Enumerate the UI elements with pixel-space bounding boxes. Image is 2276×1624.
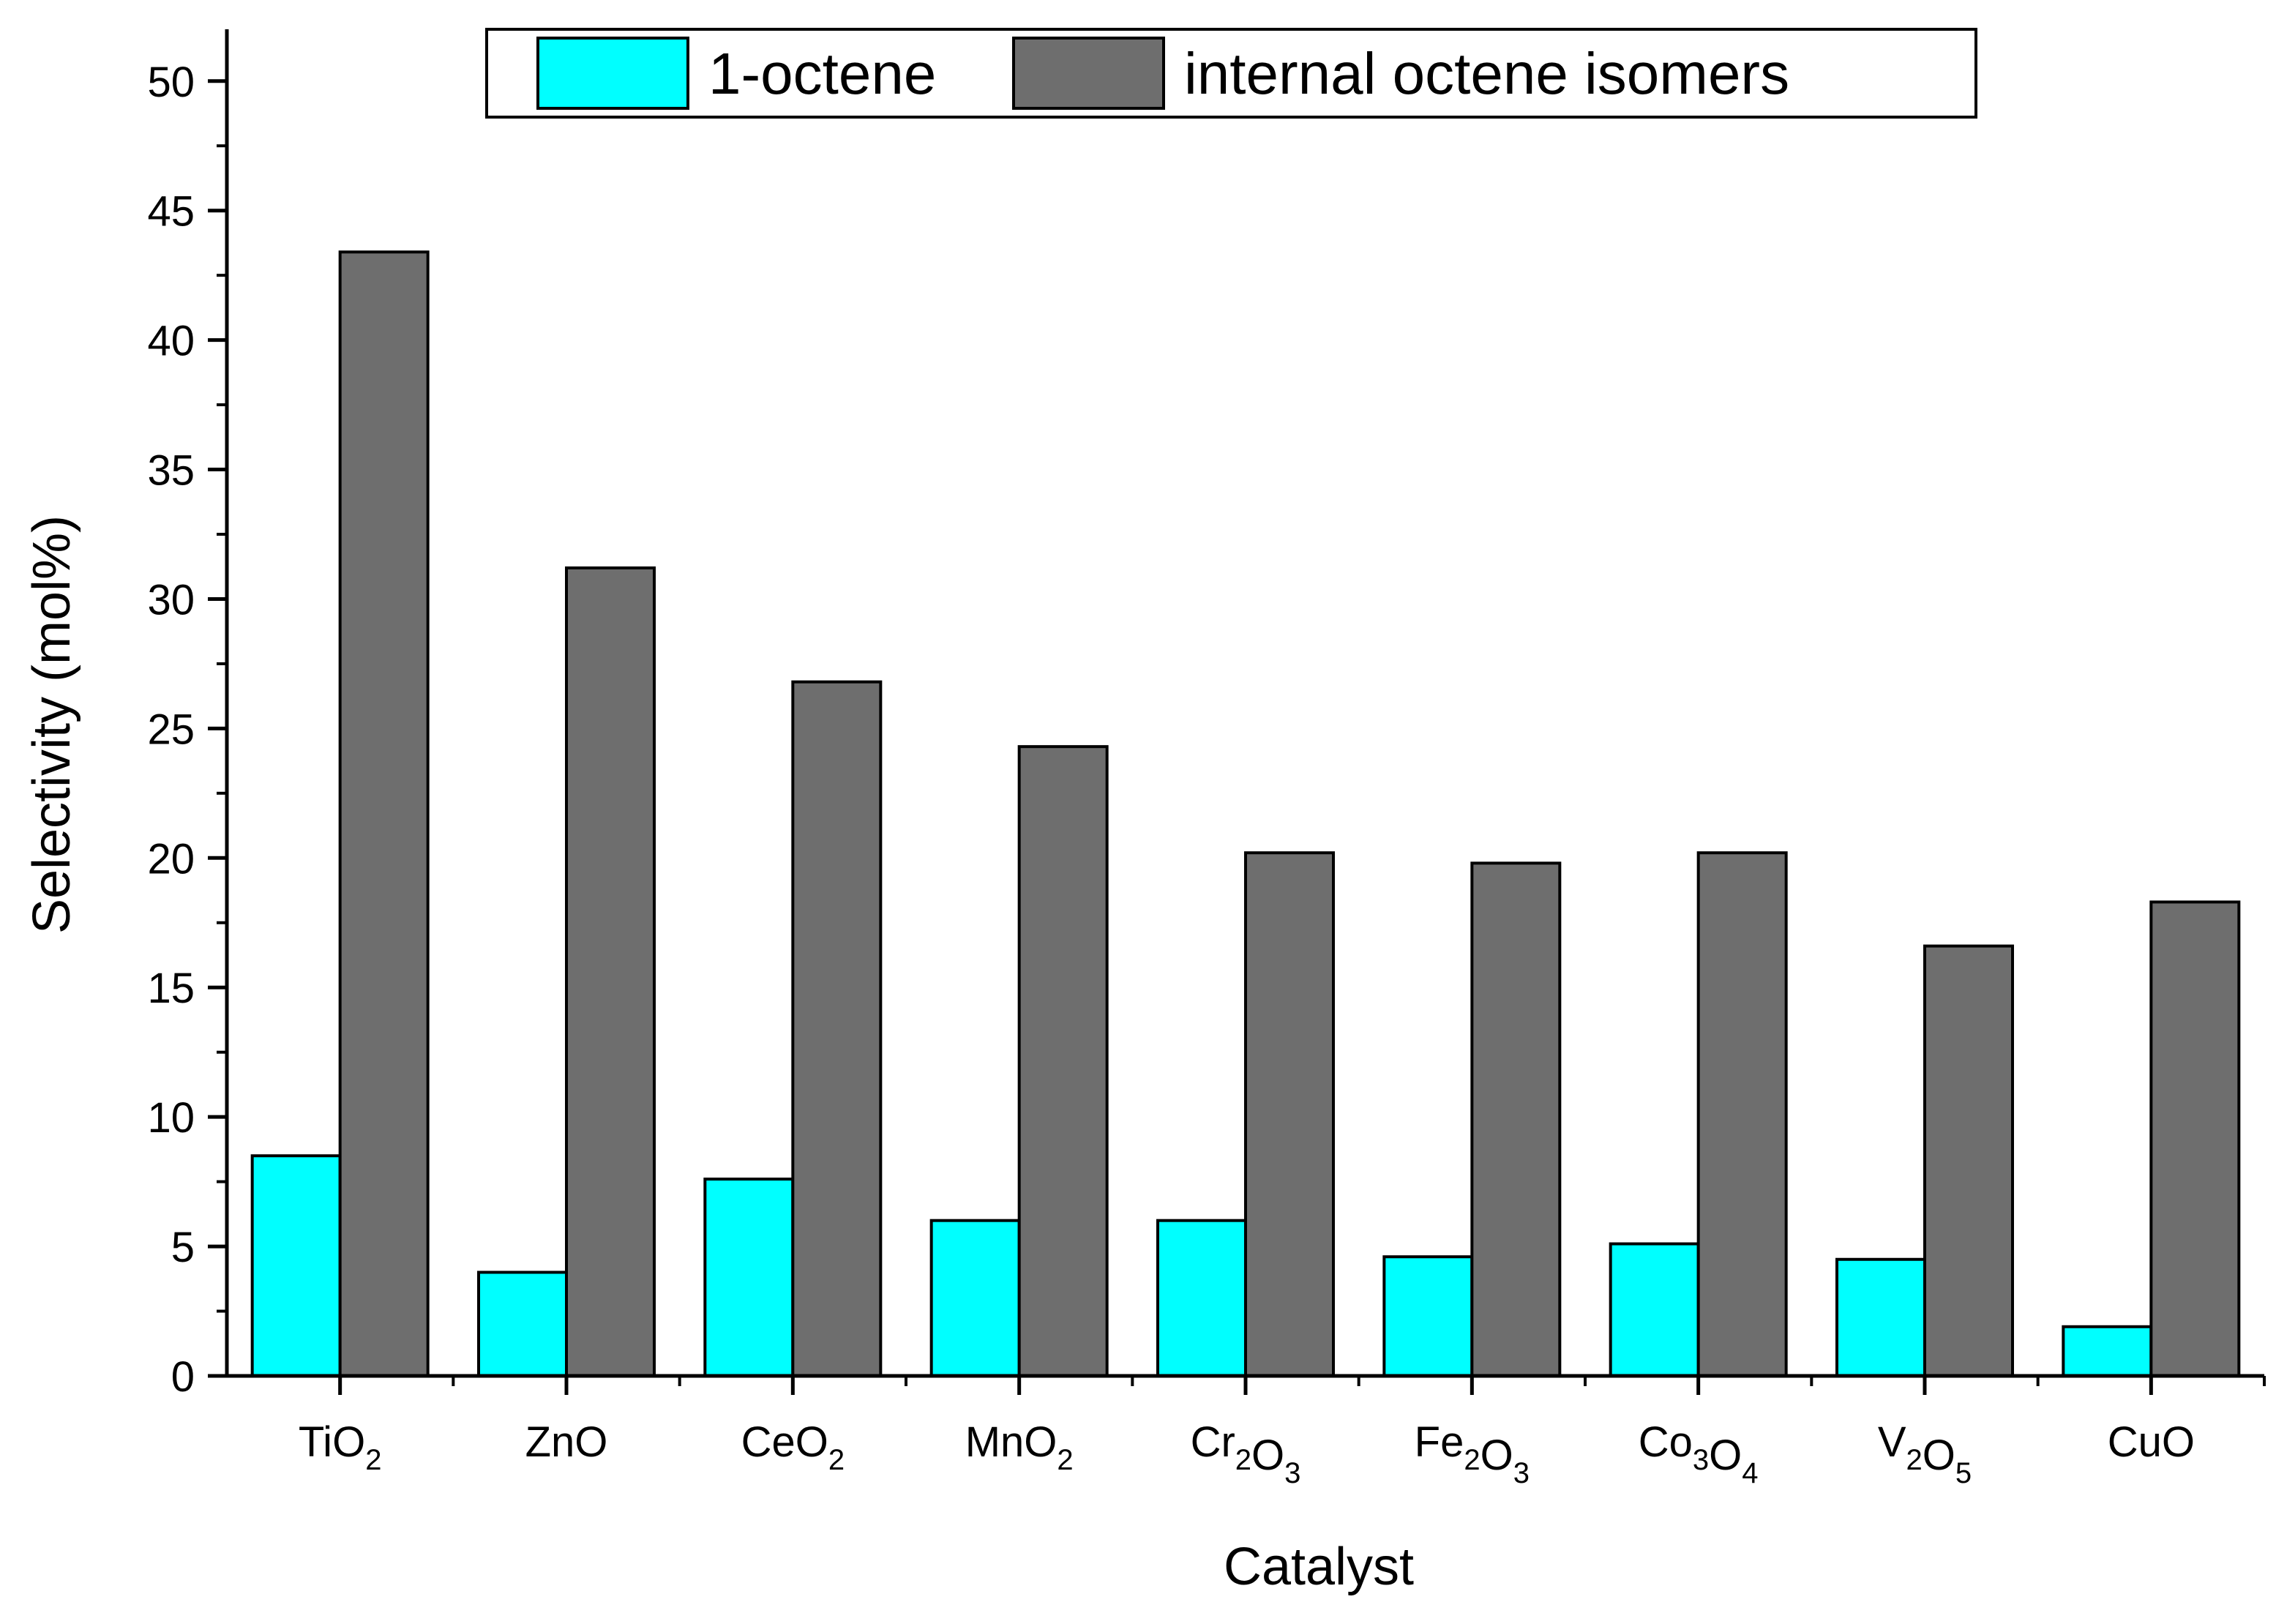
y-tick-label: 35 <box>147 447 195 495</box>
x-axis-title: Catalyst <box>1224 1538 1414 1596</box>
bar-internal-cuo <box>2149 900 2241 1377</box>
bar-octene-ceo <box>703 1178 795 1377</box>
legend-swatch-internal-octene-isomers <box>1012 37 1165 110</box>
y-axis-title: Selectivity (mol%) <box>23 515 81 934</box>
legend-box <box>485 28 1977 119</box>
bar-octene-zno <box>477 1271 568 1378</box>
bar-internal-ceo <box>791 680 883 1377</box>
bar-internal-tio <box>338 250 430 1377</box>
legend: 1-octene internal octene isomers <box>485 28 1977 119</box>
bar-octene-tio <box>250 1154 342 1377</box>
x-tick-label: CuO <box>2108 1418 2195 1466</box>
bars-layer <box>250 250 2241 1378</box>
y-tick-label: 20 <box>147 835 195 883</box>
x-tick-label: Fe2O3 <box>1415 1418 1530 1489</box>
y-tick-label: 30 <box>147 576 195 624</box>
bar-octene-cuo <box>2062 1325 2153 1378</box>
y-tick-label: 50 <box>147 59 195 106</box>
bar-octene-feo <box>1382 1255 1474 1377</box>
y-tick-label: 5 <box>171 1224 195 1271</box>
y-tick-label: 45 <box>147 188 195 236</box>
x-tick-label: V2O5 <box>1878 1418 1972 1489</box>
y-tick-label: 15 <box>147 965 195 1012</box>
y-tick-label: 40 <box>147 318 195 365</box>
x-tick-label: TiO2 <box>299 1418 382 1476</box>
labels-layer: 0 5 10 15 20 25 30 35 40 45 50 TiO2 ZnO CeO2 MnO2 Cr2O3… <box>23 59 2195 1596</box>
y-tick-label: 0 <box>171 1353 195 1401</box>
x-tick-label: MnO2 <box>965 1418 1074 1476</box>
bar-internal-mno <box>1017 745 1109 1377</box>
legend-swatch-1-octene <box>536 37 689 110</box>
bar-octene-cro <box>1156 1219 1247 1377</box>
x-tick-label: ZnO <box>525 1418 608 1466</box>
bar-octene-coo <box>1609 1242 1700 1377</box>
x-tick-label: Co3O4 <box>1639 1418 1759 1489</box>
legend-label-1-octene: 1-octene <box>708 41 936 106</box>
x-tick-label: CeO2 <box>741 1418 845 1476</box>
bar-octene-mno <box>929 1219 1021 1377</box>
bar-internal-vo <box>1923 944 2014 1377</box>
bar-internal-cro <box>1244 851 1335 1377</box>
y-tick-label: 25 <box>147 706 195 753</box>
x-tick-label: Cr2O3 <box>1191 1418 1301 1489</box>
legend-label-internal-octene-isomers: internal octene isomers <box>1184 41 1789 106</box>
axes-layer <box>208 29 2266 1395</box>
bar-internal-zno <box>565 566 656 1377</box>
bar-internal-feo <box>1470 861 1562 1377</box>
bar-octene-vo <box>1835 1257 1926 1378</box>
bar-internal-coo <box>1696 851 1788 1377</box>
y-tick-label: 10 <box>147 1094 195 1142</box>
